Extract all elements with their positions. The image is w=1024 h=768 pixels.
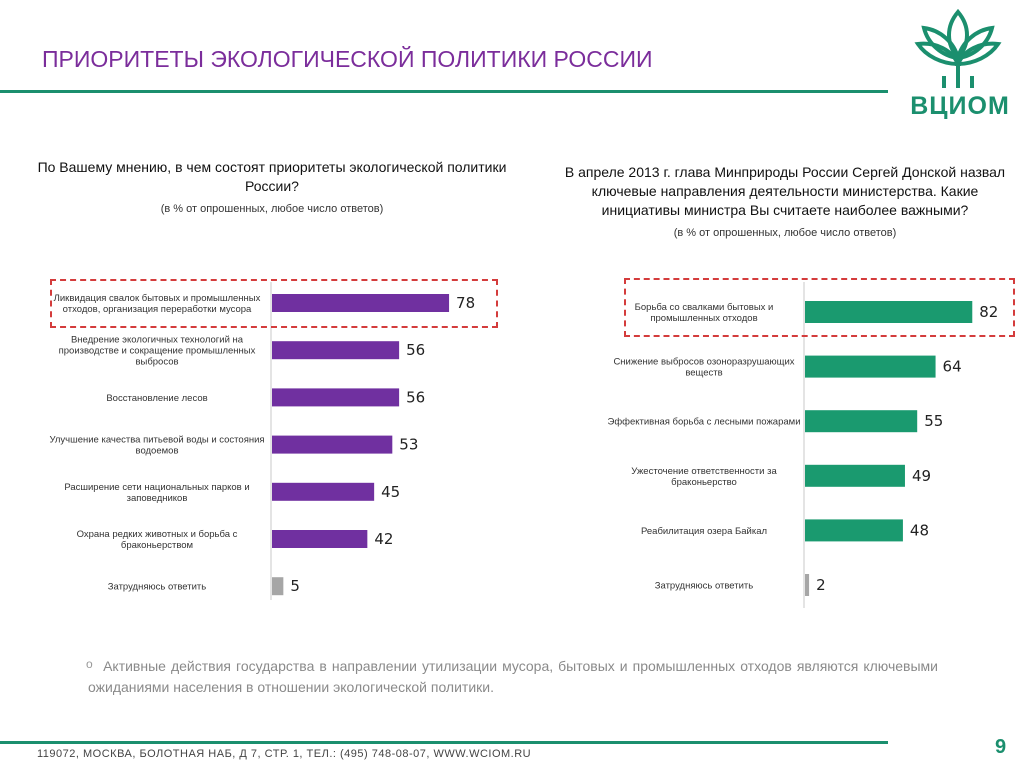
right-chart-category-label: Снижение выбросов озоноразрушающих вещест… xyxy=(613,357,794,379)
right-chart-bar xyxy=(805,574,810,596)
top-divider xyxy=(0,90,888,93)
left-question-note: (в % от опрошенных, любое число ответов) xyxy=(160,203,384,215)
right-chart-bar xyxy=(805,301,973,323)
bottom-note-text: Активные действия государства в направле… xyxy=(88,658,939,695)
left-chart-bar xyxy=(272,530,368,548)
right-chart-value-label: 48 xyxy=(910,521,929,539)
footer-address: 119072, МОСКВА, БОЛОТНАЯ НАБ, Д 7, СТР. … xyxy=(37,748,532,760)
right-question-note: (в % от опрошенных, любое число ответов) xyxy=(673,227,897,239)
left-chart-category-label: Затрудняюсь ответить xyxy=(108,582,207,593)
left-chart-value-label: 53 xyxy=(399,436,418,454)
right-question: В апреле 2013 г. глава Минприроды России… xyxy=(555,163,1015,243)
left-chart-bar xyxy=(272,435,393,454)
bottom-note: Активные действия государства в направле… xyxy=(88,656,938,698)
slide-title: ПРИОРИТЕТЫ ЭКОЛОГИЧЕСКОЙ ПОЛИТИКИ РОССИИ xyxy=(42,46,653,72)
left-chart-value-label: 45 xyxy=(381,483,400,501)
left-chart-category-label: Восстановление лесов xyxy=(106,393,207,404)
left-chart-category-label: Расширение сети национальных парков и зап… xyxy=(64,482,249,504)
right-chart-category-label: Эффективная борьба с лесными пожарами xyxy=(607,417,800,428)
right-highlight-box xyxy=(624,278,1015,337)
right-chart-value-label: 49 xyxy=(912,467,931,485)
left-chart-bar xyxy=(272,388,400,407)
left-chart-bar xyxy=(272,577,284,596)
right-chart-value-label: 82 xyxy=(979,303,998,321)
right-chart-value-label: 55 xyxy=(924,412,943,430)
left-chart-category-label: Улучшение качества питьевой воды и состо… xyxy=(49,435,264,457)
right-chart-category-label: Борьба со свалками бытовых и промышленных… xyxy=(635,302,774,324)
left-highlight-box xyxy=(50,279,498,328)
left-question-title: По Вашему мнению, в чем состоят приорите… xyxy=(37,159,507,194)
right-chart-value-label: 64 xyxy=(943,358,962,376)
bottom-divider xyxy=(0,741,888,744)
left-chart-bar xyxy=(272,482,375,501)
left-chart-value-label: 56 xyxy=(406,388,425,406)
page-number: 9 xyxy=(995,736,1007,758)
left-chart-value-label: 56 xyxy=(406,341,425,359)
right-chart-bar xyxy=(805,519,903,542)
right-chart-bar xyxy=(805,464,905,487)
wciom-logo-icon xyxy=(914,8,1002,88)
right-chart-bar xyxy=(805,355,936,378)
left-chart-value-label: 5 xyxy=(290,577,300,595)
left-chart-category-label: Охрана редких животных и борьба с браконь… xyxy=(77,529,238,551)
logo-text: ВЦИОМ xyxy=(910,92,1010,120)
bullet-icon: o xyxy=(86,657,93,671)
right-chart-category-label: Реабилитация озера Байкал xyxy=(641,526,767,537)
left-chart-bar xyxy=(272,341,400,360)
right-chart-category-label: Затрудняюсь ответить xyxy=(655,581,754,592)
right-chart-bar xyxy=(805,410,918,433)
left-chart-value-label: 78 xyxy=(456,294,475,312)
left-chart-category-label: Внедрение экологичных технологий на произ… xyxy=(59,335,256,368)
right-question-title: В апреле 2013 г. глава Минприроды России… xyxy=(564,164,1006,218)
right-chart-value-label: 2 xyxy=(816,576,826,594)
left-chart-category-label: Ликвидация свалок бытовых и промышленных… xyxy=(54,293,261,315)
right-chart-category-label: Ужесточение ответственности за браконьерс… xyxy=(631,466,777,488)
left-chart-bar xyxy=(272,294,450,312)
left-question: По Вашему мнению, в чем состоят приорите… xyxy=(22,158,522,219)
left-chart-value-label: 42 xyxy=(374,530,393,548)
